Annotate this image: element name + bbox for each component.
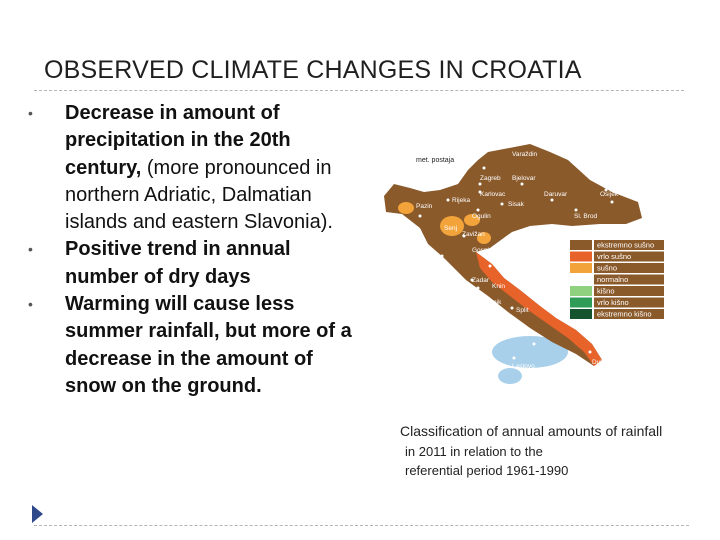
station-markers bbox=[408, 158, 614, 360]
legend-label: kišno bbox=[597, 287, 615, 296]
legend-label: vrlo sušno bbox=[597, 252, 631, 261]
sea-wet-area bbox=[492, 336, 568, 368]
station-legend-label: met. postaja bbox=[416, 157, 454, 164]
city-label: Komiža bbox=[460, 345, 482, 352]
legend-label-bg bbox=[594, 251, 664, 262]
legend-swatch bbox=[570, 240, 592, 250]
bullet-dot-icon: • bbox=[28, 296, 33, 313]
city-label: Gospić bbox=[472, 247, 493, 254]
title-divider bbox=[34, 90, 684, 91]
city-label: Osijek bbox=[600, 191, 619, 198]
city-label: Rijeka bbox=[452, 197, 470, 204]
city-label: Knin bbox=[492, 283, 505, 290]
city-label: Ogulin bbox=[472, 213, 491, 220]
city-label: Zadar bbox=[472, 277, 490, 284]
dry-region bbox=[477, 232, 491, 244]
city-label: Poreč bbox=[382, 215, 400, 222]
rainfall-legend: ekstremno sušno vrlo sušno sušno normalno ki… bbox=[570, 240, 664, 319]
bullet-bold-text: Warming will cause less summer rainfall,… bbox=[65, 293, 352, 397]
bullet-item: • Positive trend in annual number of dry… bbox=[28, 236, 358, 291]
city-label: Hvar bbox=[512, 331, 527, 338]
legend-swatch bbox=[570, 297, 592, 308]
city-label: Zagreb bbox=[480, 175, 501, 182]
city-label: Split bbox=[516, 307, 529, 314]
city-label: Sisak bbox=[508, 201, 525, 208]
legend-label-bg bbox=[594, 274, 664, 285]
legend-label: normalno bbox=[597, 275, 628, 284]
legend-label-bg bbox=[594, 309, 664, 319]
legend-swatch bbox=[570, 286, 592, 296]
city-label: Zavižan bbox=[462, 231, 485, 238]
bullet-text: (more pronounced in northern Adriatic, D… bbox=[65, 156, 333, 234]
slide-nav-arrow-icon[interactable] bbox=[32, 505, 43, 523]
legend-label-bg bbox=[594, 263, 664, 273]
city-label: Šibenik bbox=[480, 297, 502, 306]
slide-title: OBSERVED CLIMATE CHANGES IN CROATIA bbox=[44, 56, 582, 84]
map-svg: met. postaja Varaždin Zagreb Bjelovar Ri… bbox=[382, 144, 664, 384]
dry-region bbox=[440, 216, 464, 236]
city-label: Pazin bbox=[416, 203, 433, 210]
legend-label-bg bbox=[594, 240, 664, 250]
city-label: Dubrovnik bbox=[592, 359, 622, 366]
legend-label: sušno bbox=[597, 264, 617, 273]
caption-line: in 2011 in relation to the bbox=[405, 443, 543, 459]
map-caption: Classification of annual amounts of rain… bbox=[400, 422, 710, 481]
bullet-list: • Decrease in amount of precipitation in… bbox=[28, 100, 358, 400]
legend-label: ekstremno sušno bbox=[597, 241, 654, 250]
bullet-dot-icon: • bbox=[28, 241, 33, 258]
legend-swatch bbox=[570, 274, 592, 285]
city-label: M. Lošinj bbox=[416, 255, 442, 262]
croatia-rainfall-map: met. postaja Varaždin Zagreb Bjelovar Ri… bbox=[380, 140, 706, 390]
legend-label-bg bbox=[594, 297, 664, 308]
city-label: Varaždin bbox=[512, 151, 538, 158]
caption-line: Classification of annual amounts of rain… bbox=[400, 423, 663, 439]
legend-label: vrlo kišno bbox=[597, 298, 629, 307]
city-label: Daruvar bbox=[544, 191, 568, 198]
footer-divider bbox=[34, 525, 689, 526]
city-label: Bjelovar bbox=[512, 175, 536, 182]
legend-swatch bbox=[570, 251, 592, 262]
sea-wet-area bbox=[498, 368, 522, 384]
city-label: Lastovo bbox=[512, 363, 535, 370]
bullet-bold-text: Positive trend in annual number of dry d… bbox=[65, 238, 291, 288]
city-label: Senj bbox=[444, 225, 457, 232]
bullet-item: • Warming will cause less summer rainfal… bbox=[28, 291, 358, 400]
dry-region bbox=[398, 202, 414, 214]
bullet-bold-text: Decrease in amount of precipitation in t… bbox=[65, 102, 291, 179]
dry-region bbox=[464, 214, 480, 226]
legend-swatch bbox=[570, 309, 592, 319]
legend-label-bg bbox=[594, 286, 664, 296]
legend-swatch bbox=[570, 263, 592, 273]
bullet-item: • Decrease in amount of precipitation in… bbox=[28, 100, 358, 236]
bullet-dot-icon: • bbox=[28, 105, 33, 121]
city-label: Sl. Brod bbox=[574, 213, 598, 220]
city-label: Karlovac bbox=[480, 191, 506, 198]
caption-line: referential period 1961-1990 bbox=[405, 463, 569, 478]
very-dry-region bbox=[476, 252, 602, 366]
legend-label: ekstremno kišno bbox=[597, 310, 652, 319]
